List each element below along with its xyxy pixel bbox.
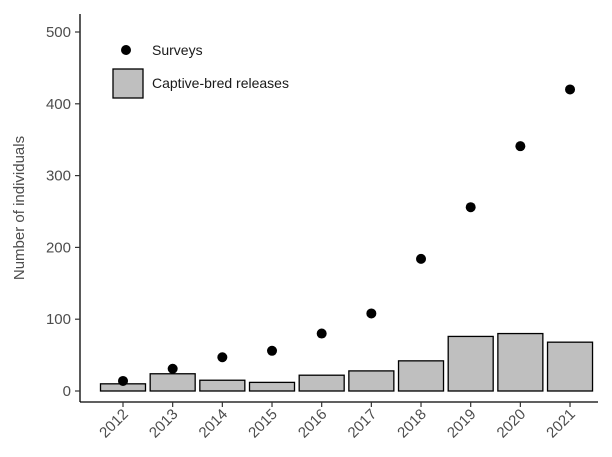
y-tick-label-200: 200 — [46, 239, 71, 256]
bar-2016 — [298, 374, 345, 392]
x-tick-label-2017: 2017 — [345, 406, 381, 442]
x-tick-label-2021: 2021 — [543, 406, 579, 442]
x-tick-layer: 2012 2013 2014 2015 2016 2017 2018 2019 2020 2021 — [96, 402, 579, 441]
y-tick-label-100: 100 — [46, 311, 71, 328]
bar-2017 — [348, 370, 395, 392]
point-2017 — [366, 308, 377, 319]
x-tick-label-2019: 2019 — [444, 406, 480, 442]
point-2013 — [167, 363, 178, 374]
legend: Surveys Captive-bred releases — [112, 42, 289, 99]
legend-releases-swatch — [112, 68, 144, 99]
y-tick-label-0: 0 — [63, 383, 71, 400]
y-tick-label-300: 300 — [46, 168, 71, 185]
bar-2014 — [199, 379, 246, 392]
point-2020 — [515, 141, 526, 152]
legend-releases-label: Captive-bred releases — [152, 75, 289, 91]
x-tick-label-2016: 2016 — [295, 406, 331, 442]
point-2016 — [316, 328, 327, 339]
point-2014 — [217, 352, 228, 363]
y-tick-layer: 0 100 200 300 400 500 — [46, 24, 80, 400]
bar-2020 — [497, 332, 544, 392]
x-tick-label-2014: 2014 — [196, 406, 232, 442]
y-tick-label-400: 400 — [46, 96, 71, 113]
x-tick-label-2020: 2020 — [494, 406, 530, 442]
x-tick-label-2012: 2012 — [96, 406, 132, 442]
y-tick-label-500: 500 — [46, 24, 71, 41]
bar-2013 — [149, 373, 196, 392]
y-axis-title: Number of individuals — [11, 136, 28, 280]
point-2021 — [565, 84, 576, 95]
bar-2019 — [447, 335, 494, 392]
point-2015 — [267, 345, 278, 356]
bar-layer — [99, 332, 594, 392]
legend-surveys-marker — [121, 45, 131, 55]
bar-2015 — [248, 381, 296, 392]
legend-surveys-label: Surveys — [152, 42, 203, 58]
bar-2018 — [397, 360, 445, 392]
x-tick-label-2013: 2013 — [146, 406, 182, 442]
x-tick-label-2015: 2015 — [245, 406, 281, 442]
point-2019 — [465, 202, 476, 213]
point-2018 — [416, 253, 427, 264]
bar-2021 — [546, 341, 594, 392]
point-layer — [118, 84, 576, 386]
x-tick-label-2018: 2018 — [394, 406, 430, 442]
point-2012 — [118, 375, 128, 386]
